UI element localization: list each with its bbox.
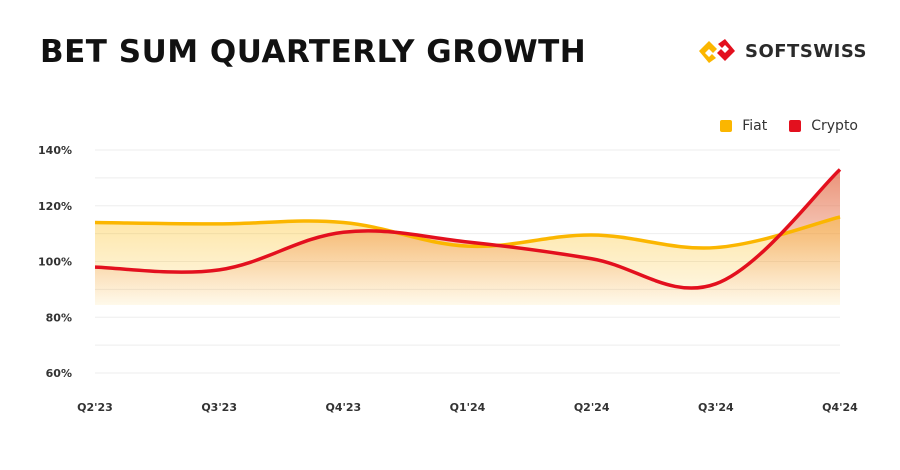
x-tick-label: Q4'24	[822, 401, 858, 414]
y-tick-label: 100%	[38, 256, 72, 269]
legend-item-crypto: Crypto	[789, 118, 858, 134]
softswiss-logo-icon	[699, 39, 735, 63]
x-tick-label: Q3'23	[201, 401, 237, 414]
crypto-line	[94, 168, 842, 290]
legend-label-fiat: Fiat	[742, 118, 768, 134]
chart-title: BET SUM QUARTERLY GROWTH	[40, 34, 587, 70]
x-tick-label: Q1'24	[450, 401, 486, 414]
fiat-line	[94, 215, 841, 250]
fiat-swatch	[720, 120, 733, 132]
x-tick-label: Q2'24	[574, 401, 610, 414]
x-tick-label: Q4'23	[325, 401, 361, 414]
fiat-area	[95, 216, 840, 305]
brand-name: SOFTSWISS	[745, 40, 867, 62]
x-tick-label: Q2'23	[77, 401, 113, 414]
legend: Fiat Crypto	[720, 118, 858, 134]
legend-label-crypto: Crypto	[811, 118, 858, 134]
y-tick-label: 60%	[46, 367, 72, 380]
y-tick-label: 140%	[38, 144, 72, 157]
legend-item-fiat: Fiat	[720, 118, 767, 134]
softswiss-logo: SOFTSWISS	[697, 38, 867, 64]
x-tick-label: Q3'24	[698, 401, 734, 414]
y-tick-label: 80%	[46, 311, 72, 324]
crypto-swatch	[789, 120, 802, 132]
y-tick-label: 120%	[38, 200, 72, 213]
